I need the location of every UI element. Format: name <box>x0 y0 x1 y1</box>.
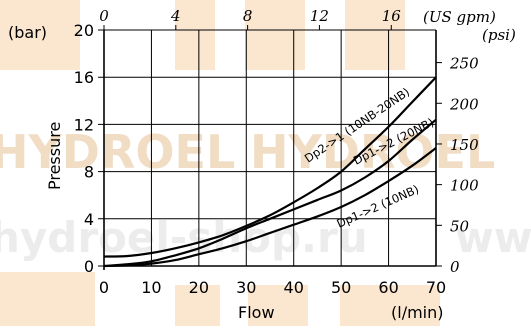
x-tick-label: 50 <box>331 278 351 297</box>
watermark-block <box>248 285 308 326</box>
x-axis-label: Flow <box>238 303 275 322</box>
x-tick-label: 30 <box>236 278 256 297</box>
watermark-block <box>345 0 405 70</box>
y-tick-label: 4 <box>84 210 94 229</box>
right-tick-label: 0 <box>450 258 460 276</box>
watermark-block <box>0 0 80 70</box>
watermark-block <box>175 0 215 70</box>
right-tick-label: 150 <box>450 136 479 154</box>
y-axis-label: Pressure <box>45 122 64 190</box>
right-axis-unit: (psi) <box>482 26 516 44</box>
series-line-dp12-20nb <box>103 118 437 268</box>
y-axis-unit: (bar) <box>8 23 47 42</box>
x-tick-label: 20 <box>189 278 209 297</box>
y-tick-label: 12 <box>74 115 94 134</box>
y-tick-label: 8 <box>84 163 94 182</box>
y-tick-label: 20 <box>74 21 94 40</box>
x-tick-label: 40 <box>284 278 304 297</box>
top-tick-label: 12 <box>310 7 329 25</box>
watermark-block <box>0 272 95 326</box>
right-tick-label: 50 <box>450 217 470 235</box>
series-line-dp12-10nb <box>103 147 437 268</box>
top-tick-label: 8 <box>243 7 253 25</box>
watermark-block <box>245 0 305 70</box>
right-tick-label: 250 <box>449 55 479 73</box>
x-axis-unit: (l/min) <box>391 303 444 322</box>
watermark-text: HYDROEL <box>0 125 235 179</box>
top-tick-label: 0 <box>99 7 109 25</box>
right-tick-label: 100 <box>450 177 479 195</box>
series-layer <box>103 76 437 268</box>
x-tick-label: 10 <box>141 278 161 297</box>
watermark-text: hydroel-shop.ru <box>0 213 368 262</box>
series-line-dp21 <box>103 76 437 258</box>
grid <box>98 29 437 270</box>
right-tick-label: 200 <box>449 95 479 113</box>
y-tick-label: 16 <box>74 68 94 87</box>
x-tick-label: 70 <box>426 278 446 297</box>
top-tick-label: 4 <box>170 7 181 25</box>
x-tick-label: 60 <box>378 278 398 297</box>
watermark-block <box>340 285 440 326</box>
x-tick-label: 0 <box>99 278 109 297</box>
watermark-text: www <box>455 213 531 262</box>
y-tick-label: 0 <box>84 257 94 276</box>
watermark-text: HYDROEL <box>250 125 495 179</box>
top-tick-label: 16 <box>382 7 402 25</box>
series-label-dp12-10nb: Dp1->2 (10NB) <box>335 182 421 231</box>
watermark-block <box>175 285 220 326</box>
top-axis-unit: (US gpm) <box>423 8 496 26</box>
